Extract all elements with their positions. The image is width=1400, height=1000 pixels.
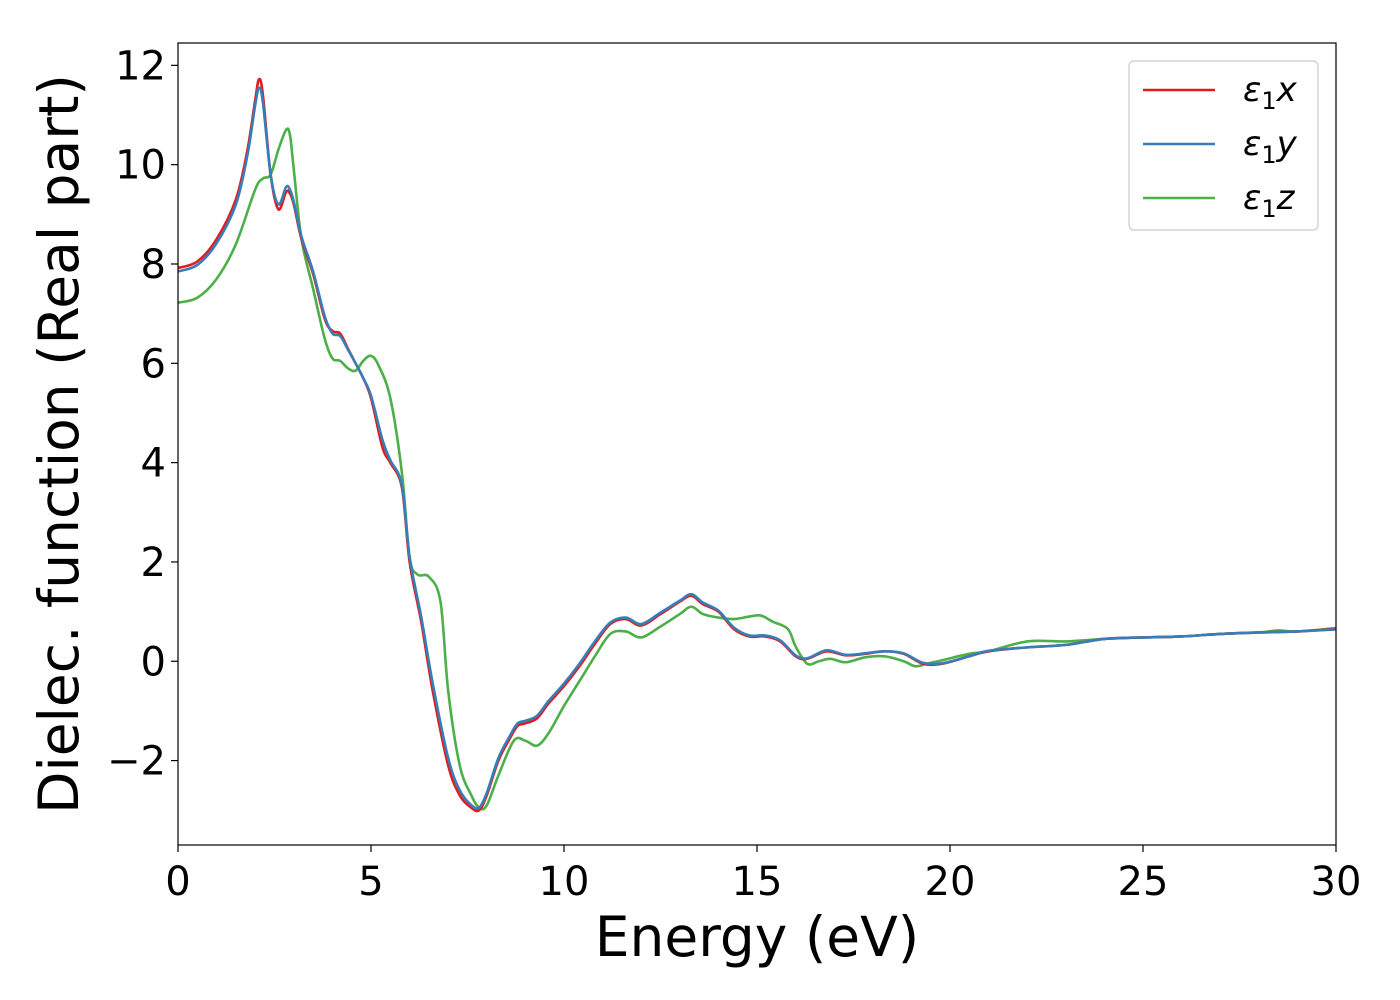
x-tick-label: 15: [732, 859, 783, 905]
y-tick-label: 12: [115, 43, 166, 89]
legend-label: ε1z: [1243, 178, 1296, 223]
legend: ε1x ε1y ε1z: [1128, 60, 1319, 231]
series-lines: [178, 77, 1336, 813]
legend-box: [1128, 60, 1319, 231]
x-tick-label: 25: [1118, 859, 1169, 905]
x-axis-label: Energy (eV): [595, 905, 919, 969]
x-tick-label: 20: [925, 859, 976, 905]
y-tick-label: 8: [141, 242, 166, 288]
legend-label: ε1y: [1243, 124, 1298, 169]
y-axis: −2 0 2 4 6 8 10 12: [107, 43, 178, 785]
y-tick-label: 6: [141, 341, 166, 387]
x-tick-label: 5: [358, 859, 383, 905]
x-tick-label: 0: [165, 859, 190, 905]
series-line-2: [178, 86, 1336, 810]
y-tick-label: 10: [115, 143, 166, 189]
y-tick-label: 0: [141, 639, 166, 685]
y-axis-label: Dielec. function (Real part): [27, 74, 91, 814]
x-tick-label: 30: [1311, 859, 1362, 905]
y-tick-label: 2: [141, 540, 166, 586]
y-tick-label: 4: [141, 441, 166, 487]
legend-label: ε1x: [1243, 70, 1298, 115]
x-tick-label: 10: [539, 859, 590, 905]
y-tick-label: −2: [107, 739, 166, 785]
x-axis: 0 5 10 15 20 25 30: [165, 845, 1361, 905]
